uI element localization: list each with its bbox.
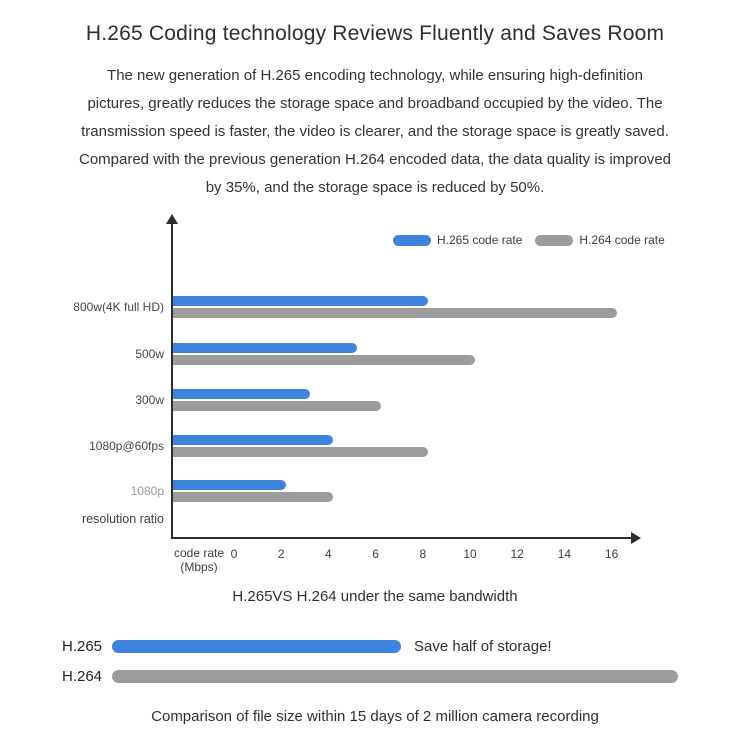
- x-tick-label: 0: [230, 547, 238, 561]
- category-label: 1080p: [130, 484, 164, 498]
- category-label: 800w(4K full HD): [73, 300, 164, 314]
- legend-swatch-icon: [393, 234, 431, 246]
- x-axis-title: code rate (Mbps): [170, 546, 228, 574]
- intro-line-3: transmission speed is faster, the video …: [81, 123, 669, 140]
- h264-bar-4: [173, 447, 428, 457]
- h265-bar-5: [173, 480, 287, 490]
- storage-row-label: H.265: [62, 638, 103, 655]
- x-tick-label: 8: [419, 547, 427, 561]
- legend-item-1: H.265 code rate: [393, 233, 522, 247]
- x-tick-label: 2: [277, 547, 285, 561]
- storage-bar-h264: [112, 670, 678, 683]
- y-axis-line: [171, 224, 173, 538]
- category-label: 1080p@60fps: [89, 439, 164, 453]
- category-label: 300w: [135, 393, 164, 407]
- y-axis-title: resolution ratio: [82, 512, 164, 526]
- x-axis-title-line1: code rate: [173, 546, 225, 560]
- intro-line-1: The new generation of H.265 encoding tec…: [107, 67, 643, 84]
- chart-caption: H.265VS H.264 under the same bandwidth: [232, 588, 518, 605]
- x-axis-title-line2: (Mbps): [180, 560, 218, 574]
- intro-line-5: by 35%, and the storage space is reduced…: [205, 179, 545, 196]
- storage-annotation: Save half of storage!: [414, 638, 552, 655]
- h265-bar-3: [173, 389, 310, 399]
- storage-row-label: H.264: [62, 668, 103, 685]
- page-title: H.265 Coding technology Reviews Fluently…: [85, 22, 665, 45]
- x-tick-label: 16: [604, 547, 619, 561]
- legend-item-2: H.264 code rate: [535, 233, 665, 247]
- chart-legend: H.265 code rate H.264 code rate: [393, 232, 678, 248]
- h265-bar-2: [173, 343, 357, 353]
- h265-bar-1: [173, 296, 428, 306]
- x-tick-label: 6: [372, 547, 379, 561]
- h264-bar-2: [173, 355, 475, 365]
- x-tick-label: 10: [463, 547, 477, 561]
- intro-line-2: pictures, greatly reduces the storage sp…: [87, 95, 663, 112]
- intro-paragraph: The new generation of H.265 encoding tec…: [0, 62, 750, 202]
- h264-bar-1: [173, 308, 617, 318]
- x-tick-label: 4: [325, 547, 332, 561]
- category-label: 500w: [135, 347, 164, 361]
- x-axis-arrow-icon: [631, 532, 641, 544]
- h264-bar-3: [173, 401, 381, 411]
- legend-label: H.265 code rate: [437, 233, 523, 247]
- h264-bar-5: [173, 492, 334, 502]
- storage-caption: Comparison of file size within 15 days o…: [151, 708, 599, 725]
- x-axis-line: [171, 537, 633, 539]
- x-tick-label: 12: [510, 547, 524, 561]
- x-tick-label: 14: [557, 547, 572, 561]
- legend-swatch-icon: [535, 234, 574, 246]
- intro-line-4: Compared with the previous generation H.…: [78, 151, 672, 168]
- legend-label: H.264 code rate: [579, 233, 665, 247]
- storage-bar-h265: [112, 640, 401, 653]
- y-axis-arrow-icon: [166, 214, 178, 224]
- h265-bar-4: [173, 435, 334, 445]
